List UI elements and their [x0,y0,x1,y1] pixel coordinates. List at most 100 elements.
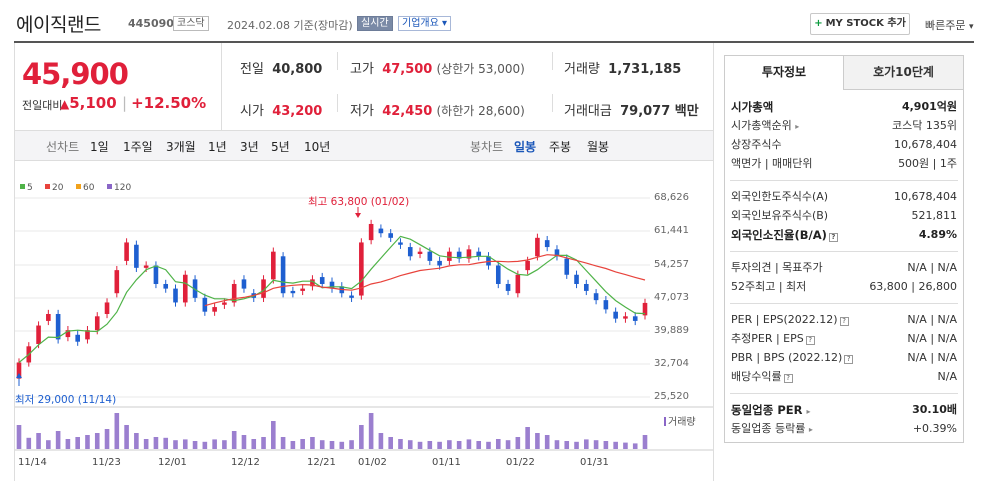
realtime-button[interactable]: 실시간 [357,16,393,31]
period-3y[interactable]: 3년 [240,140,259,154]
candle-body [75,334,80,342]
period-1y[interactable]: 1년 [208,140,227,154]
x-tick: 11/14 [18,457,47,468]
volume-bar [134,433,139,449]
chevron-down-icon: ▾ [968,22,974,32]
volume-bar [368,413,374,449]
candle-body [241,279,247,289]
volume-bar [114,413,120,449]
volume-bar [182,439,188,449]
candle-body [476,251,482,257]
candle-body [16,362,22,379]
volume-bar [94,433,100,449]
candle-body [388,233,393,238]
volume-bar [163,437,169,449]
volume-bar [427,441,433,449]
volume-bar [261,437,266,449]
period-1d[interactable]: 1일 [90,140,109,154]
candle-body [398,242,403,245]
y-tick: 68,626 [654,192,689,203]
candle-body [368,223,374,241]
candle-weekly[interactable]: 주봉 [549,140,572,154]
help-icon[interactable]: ? [783,374,793,383]
volume-bar [642,435,648,449]
x-tick: 01/02 [358,457,387,468]
volume-bar [339,441,345,449]
period-3m[interactable]: 3개월 [166,140,196,154]
chevron-down-icon: ▾ [442,18,448,29]
dividend-row: 배당수익률? N/A [731,370,957,383]
stock-header: 에이직랜드 445090 코스닥 2024.02.08 기준(장마감) 실시간 … [0,0,984,44]
candle-body [329,281,335,289]
price-box: 45,900 전일대비 ▲5,100 | +12.50% [14,43,222,130]
industry-per-row[interactable]: 동일업종 PER ▸ 30.10배 [731,403,957,417]
plus-icon: + [814,18,823,29]
chevron-right-icon: ▸ [795,122,800,131]
line-chart-label: 선차트 [46,140,80,154]
help-icon[interactable]: ? [805,336,815,345]
ma5-line [18,235,646,363]
foreign-ratio-row: 외국인소진율(B/A)? 4.89% [731,228,957,242]
volume-bar [495,439,501,449]
volume-bar [437,441,442,449]
volume-bar [417,441,423,449]
tab-invest-info[interactable]: 투자정보 [725,56,844,90]
candle-body [290,290,296,294]
x-tick: 01/31 [580,457,609,468]
price-change-pct: | +12.50% [122,94,207,112]
par-value-row: 액면가 | 매매단위 500원 | 1주 [731,157,957,170]
volume-bar [349,440,354,449]
industry-change-row[interactable]: 동일업종 등락률 ▸ +0.39% [731,422,957,435]
volume-bar [359,425,364,449]
candle-body [271,251,276,280]
candle-body [310,279,315,287]
opinion-row: 투자의견 | 목표주가 N/A | N/A [731,261,957,274]
x-tick: 12/21 [307,457,336,468]
section-divider [730,180,958,181]
stock-code: 445090 [128,17,174,30]
candle-body [300,288,305,291]
candle-body [642,302,648,316]
chart-toolbar: 선차트 1일 1주일 3개월 1년 3년 5년 10년 봉차트 일봉 주봉 월봉 [15,131,713,161]
period-1w[interactable]: 1주일 [123,140,153,154]
help-icon[interactable]: ? [828,233,838,242]
volume-bar [153,437,159,449]
volume-bar [16,425,22,449]
candle-daily[interactable]: 일봉 [514,140,537,154]
candle-body [36,325,41,345]
tab-orderbook[interactable]: 호가10단계 [844,56,963,90]
candle-body [55,313,61,340]
low-annotation: 최저 29,000 (11/14) [15,394,117,406]
listed-shares-row: 상장주식수 10,678,404 [731,138,957,151]
volume-label: 거래량 [664,413,696,428]
cell-divider [337,94,338,112]
period-5y[interactable]: 5년 [271,140,290,154]
help-icon[interactable]: ? [839,317,849,326]
volume-bar [378,433,384,449]
cell-divider [337,52,338,70]
candle-monthly[interactable]: 월봉 [587,140,610,154]
candle-body [104,302,110,314]
company-info-button[interactable]: 기업개요 ▾ [398,16,452,31]
candle-body [202,297,208,312]
volume-bar [554,440,560,449]
market-cap-rank-row[interactable]: 시가총액순위 ▸ 코스닥 135위 [731,119,957,132]
candle-body [280,256,286,294]
summary-divider [14,130,714,131]
volume-bar [544,435,550,449]
quick-order-link[interactable]: 빠른주문 ▾ [925,19,974,32]
candle-body [544,240,550,248]
section-divider [730,303,958,304]
section-divider [730,393,958,394]
high-annotation: 최고 63,800 (01/02) [308,196,410,208]
period-10y[interactable]: 10년 [304,140,331,154]
low-price: 저가 42,450 (하한가 28,600) [350,104,525,119]
x-tick: 11/23 [92,457,121,468]
candle-body [153,265,159,284]
ma20-line [204,254,646,307]
help-icon[interactable]: ? [844,355,854,364]
volume-bar [55,431,61,449]
candle-body [613,311,618,319]
my-stock-button[interactable]: + MY STOCK 추가 [810,13,910,35]
